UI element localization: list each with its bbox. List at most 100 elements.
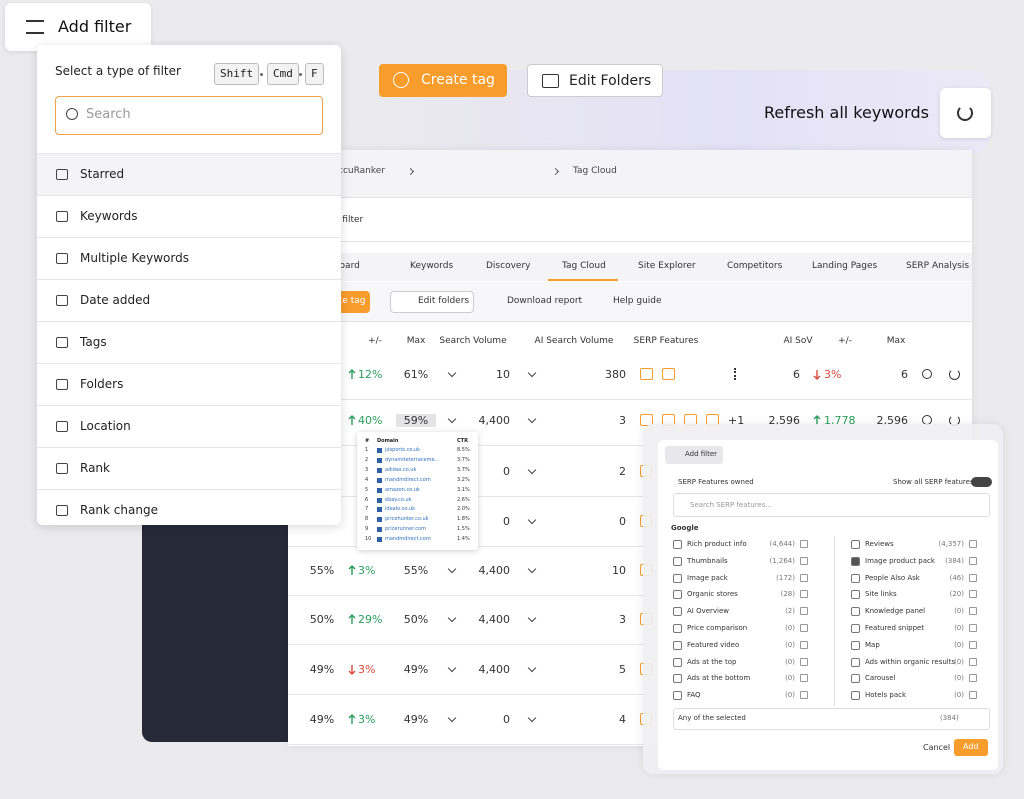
cell: +1 [728,414,745,427]
checkbox[interactable] [851,691,860,701]
filter-option[interactable]: Folders [37,363,341,405]
tab[interactable]: Discovery [486,261,531,271]
toolbar-label[interactable]: Help guide [613,296,662,306]
feature-icon [969,640,977,649]
chevron[interactable] [527,564,537,574]
checkbox[interactable] [851,624,860,633]
tooltip-cell: 3.2% [457,476,470,483]
tab[interactable]: Landing Pages [812,261,878,271]
dropdown-title: Select a type of filter [55,64,181,78]
edit-folders-button[interactable]: Edit Folders [527,64,663,97]
cell: 55% [403,564,429,577]
tooltip-cell: 2 [365,456,369,463]
checkbox[interactable] [851,607,860,617]
checkbox[interactable] [673,640,682,650]
checkbox[interactable] [851,640,860,650]
checkbox[interactable] [851,657,860,667]
checkbox[interactable] [673,540,682,549]
checkbox[interactable] [673,691,682,701]
tab[interactable]: Competitors [727,261,783,271]
domain-link: jdsports.co.uk [385,447,420,453]
chevron[interactable] [527,663,537,673]
checkbox[interactable] [851,556,860,566]
chevron[interactable] [527,368,537,378]
domain-link: ebay.co.uk [385,496,412,503]
add-filter-button[interactable]: Add filter [5,3,151,51]
filter-option[interactable]: Starred [37,153,341,195]
tab[interactable]: Tag Cloud [562,261,606,271]
refresh-icon[interactable] [949,369,960,380]
feature-count: (0) [785,657,795,666]
checkbox[interactable] [673,657,682,667]
checkbox[interactable] [851,540,860,549]
add-button[interactable]: Add [954,739,988,756]
search-box[interactable] [55,96,323,135]
chevron[interactable] [447,564,457,574]
favicon [377,487,382,493]
breadcrumb[interactable]: Tag Cloud [573,166,617,176]
chevron[interactable] [447,663,457,673]
search-input[interactable] [673,493,990,517]
trend-arrow [813,415,821,425]
cell: 4 [619,713,626,726]
filter-option[interactable]: Rank [37,447,341,489]
feature-label: People Also Ask [865,573,920,582]
chevron[interactable] [527,414,537,424]
tab[interactable]: Site Explorer [638,261,696,271]
create-tag-button[interactable]: Create tag [379,64,507,97]
cell: 0 [503,515,510,528]
search-placeholder[interactable]: Search [86,107,131,122]
checkbox[interactable] [673,590,682,600]
tooltip-cell: 9 [365,526,369,533]
chevron[interactable] [447,368,457,378]
chevron[interactable] [527,713,537,723]
tooltip-cell: 4 [365,476,369,483]
chevron[interactable] [527,465,537,475]
chevron[interactable] [447,713,457,723]
checkbox[interactable] [673,624,682,633]
breadcrumb[interactable]: AccuRanker [332,166,386,176]
filter-option[interactable]: Date added [37,279,341,321]
checkbox[interactable] [673,556,682,566]
toolbar-label[interactable]: Edit folders [418,296,470,306]
chevron[interactable] [447,414,457,424]
serp-panel-frame: Add filter SERP Features owned Show all SE… [643,424,1003,774]
filter-link[interactable]: Add filter [322,215,364,225]
feature-icon [969,590,977,599]
search-icon[interactable] [922,369,932,379]
toolbar-label[interactable]: Create tag [318,296,366,306]
cancel-button[interactable]: Cancel [923,743,951,752]
checkbox[interactable] [673,674,682,684]
checkbox[interactable] [851,674,860,684]
menu-dots[interactable] [734,368,736,380]
breadcrumb-bar [288,150,972,198]
feature-icon [969,691,977,700]
filter-option[interactable]: Tags [37,321,341,363]
refresh-button[interactable] [940,88,991,138]
filter-icon [26,20,44,34]
filter-option[interactable]: Location [37,405,341,447]
checkbox[interactable] [851,590,860,600]
row-divider [288,399,972,400]
tab[interactable]: Keywords [410,261,454,271]
checkbox[interactable] [673,607,682,617]
filter-option[interactable]: Multiple Keywords [37,237,341,279]
trend-arrow [348,714,356,724]
toggle[interactable] [971,477,992,487]
select-box[interactable] [673,708,990,730]
cell: 40% [358,414,383,427]
chip-label[interactable]: Add filter [685,450,718,458]
toolbar-button[interactable] [390,291,474,313]
add-filter-chip[interactable] [665,446,723,464]
checkbox[interactable] [851,573,860,583]
filter-option[interactable]: Rank change [37,489,341,525]
filter-option[interactable]: Keywords [37,195,341,237]
chevron[interactable] [527,613,537,623]
option-icon [56,253,68,264]
toolbar-label[interactable]: Download report [507,296,583,306]
chevron[interactable] [527,515,537,525]
checkbox[interactable] [673,573,682,583]
tooltip-cell: 1.4% [457,536,470,543]
tab[interactable]: SERP Analysis [906,261,970,271]
chevron[interactable] [447,613,457,623]
